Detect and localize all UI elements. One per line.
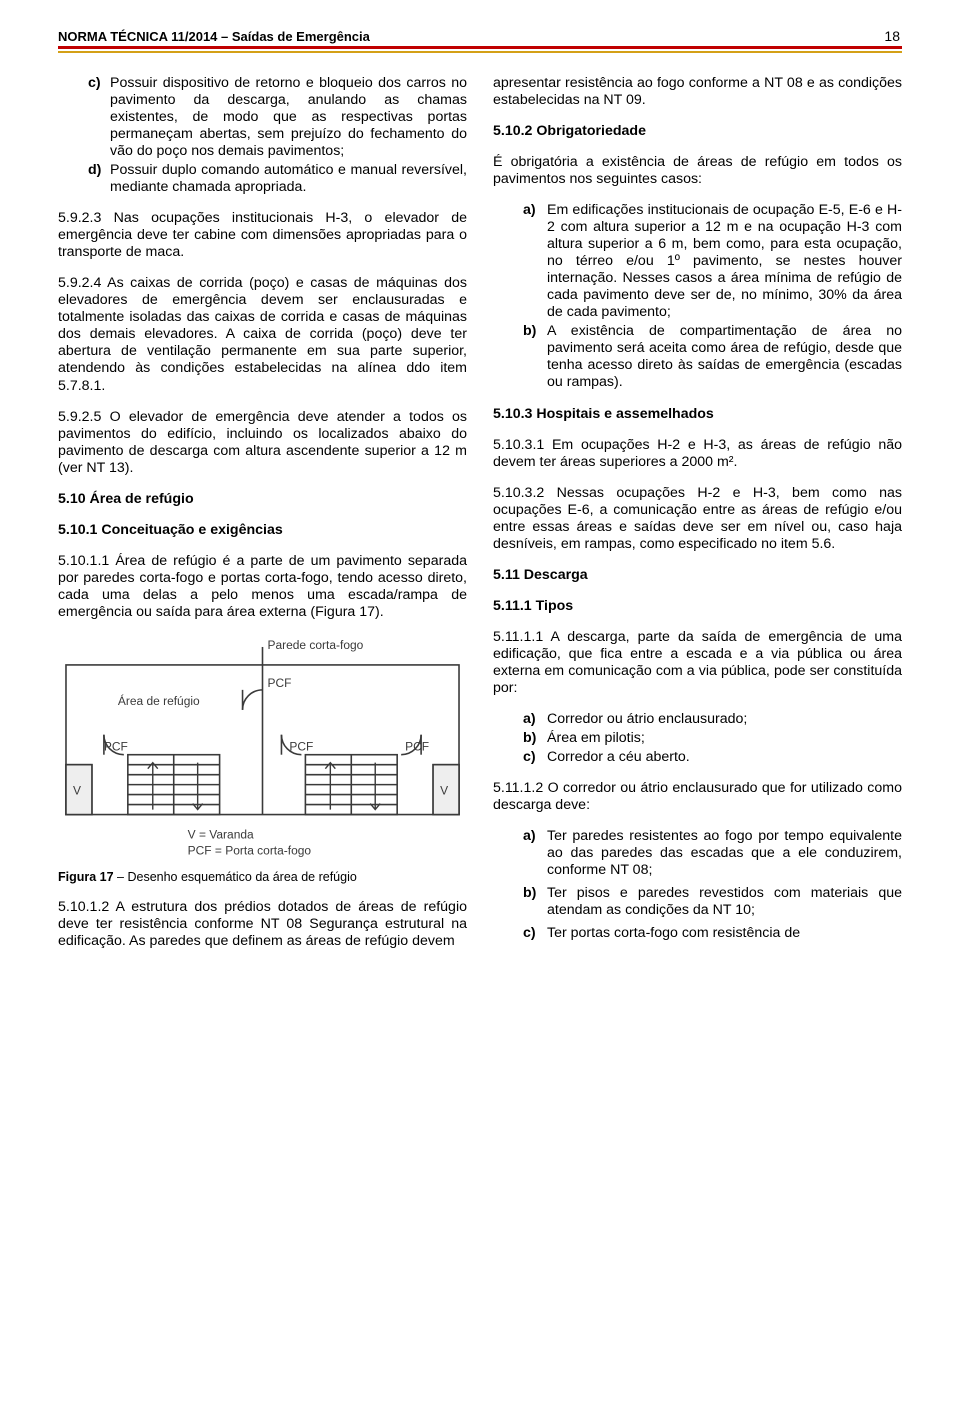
section-heading: 5.10.2 Obrigatoriedade [493,123,902,140]
fig-label-pcf: PCF [267,676,291,690]
fig-label-v: V [440,783,448,797]
list-item-text: Corredor ou átrio enclausurado; [547,711,902,728]
section-heading: 5.11.1 Tipos [493,598,902,615]
list-item-text: Ter paredes resistentes ao fogo por temp… [547,828,902,879]
list-marker: c) [523,925,547,942]
list-marker: a) [523,828,547,879]
list-item-text: Possuir duplo comando automático e manua… [110,162,467,196]
list-marker: a) [523,711,547,728]
paragraph: 5.9.2.3 Nas ocupações institucionais H-3… [58,210,467,261]
paragraph: 5.9.2.5 O elevador de emergência deve at… [58,409,467,477]
figure-caption-num: Figura 17 [58,870,114,884]
fig-label-pcf: PCF [405,740,429,754]
list-item-text: Possuir dispositivo de retorno e bloquei… [110,75,467,160]
paragraph: 5.9.2.4 As caixas de corrida (poço) e ca… [58,275,467,394]
paragraph: É obrigatória a existência de áreas de r… [493,154,902,188]
list-marker: b) [523,730,547,747]
list-item-text: Corredor a céu aberto. [547,749,902,766]
list-item-text: Ter portas corta-fogo com resistência de [547,925,902,942]
fig-legend-line1: V = Varanda [188,827,254,841]
paragraph: 5.10.3.2 Nessas ocupações H-2 e H-3, bem… [493,485,902,553]
paragraph: 5.10.1.1 Área de refúgio é a parte de um… [58,553,467,621]
list-item-text: Área em pilotis; [547,730,902,747]
figure-caption: Figura 17 – Desenho esquemático da área … [58,870,467,885]
list-item-text: Em edificações institucionais de ocupaçã… [547,202,902,321]
column-left: c) Possuir dispositivo de retorno e bloq… [58,75,467,950]
list-marker: c) [88,75,110,160]
fig-label-area: Área de refúgio [118,693,200,708]
list-marker: a) [523,202,547,321]
page-number: 18 [884,28,900,44]
figure-17: Parede corta-fogo Área de refúgio PCF PC… [58,635,467,864]
figure-caption-text: – Desenho esquemático da área de refúgio [114,870,357,884]
paragraph: apresentar resistência ao fogo conforme … [493,75,902,109]
list-marker: b) [523,885,547,919]
doc-header-title: NORMA TÉCNICA 11/2014 – Saídas de Emergê… [58,29,370,44]
section-heading: 5.10 Área de refúgio [58,491,467,508]
list-marker: c) [523,749,547,766]
fig-label-parede: Parede corta-fogo [267,638,363,652]
paragraph: 5.11.1.2 O corredor ou átrio enclausurad… [493,780,902,814]
section-heading: 5.11 Descarga [493,567,902,584]
fig-label-pcf: PCF [104,740,128,754]
list-marker: d) [88,162,110,196]
paragraph: 5.11.1.1 A descarga, parte da saída de e… [493,629,902,697]
rule-gold [58,51,902,53]
paragraph: 5.10.1.2 A estrutura dos prédios dotados… [58,899,467,950]
section-heading: 5.10.3 Hospitais e assemelhados [493,406,902,423]
column-right: apresentar resistência ao fogo conforme … [493,75,902,950]
fig-legend-line2: PCF = Porta corta-fogo [188,843,312,857]
section-heading: 5.10.1 Conceituação e exigências [58,522,467,539]
paragraph: 5.10.3.1 Em ocupações H-2 e H-3, as área… [493,437,902,471]
rule-red [58,46,902,49]
fig-label-pcf: PCF [289,740,313,754]
fig-label-v: V [73,783,81,797]
list-item-text: Ter pisos e paredes revestidos com mater… [547,885,902,919]
list-marker: b) [523,323,547,391]
list-item-text: A existência de compartimentação de área… [547,323,902,391]
